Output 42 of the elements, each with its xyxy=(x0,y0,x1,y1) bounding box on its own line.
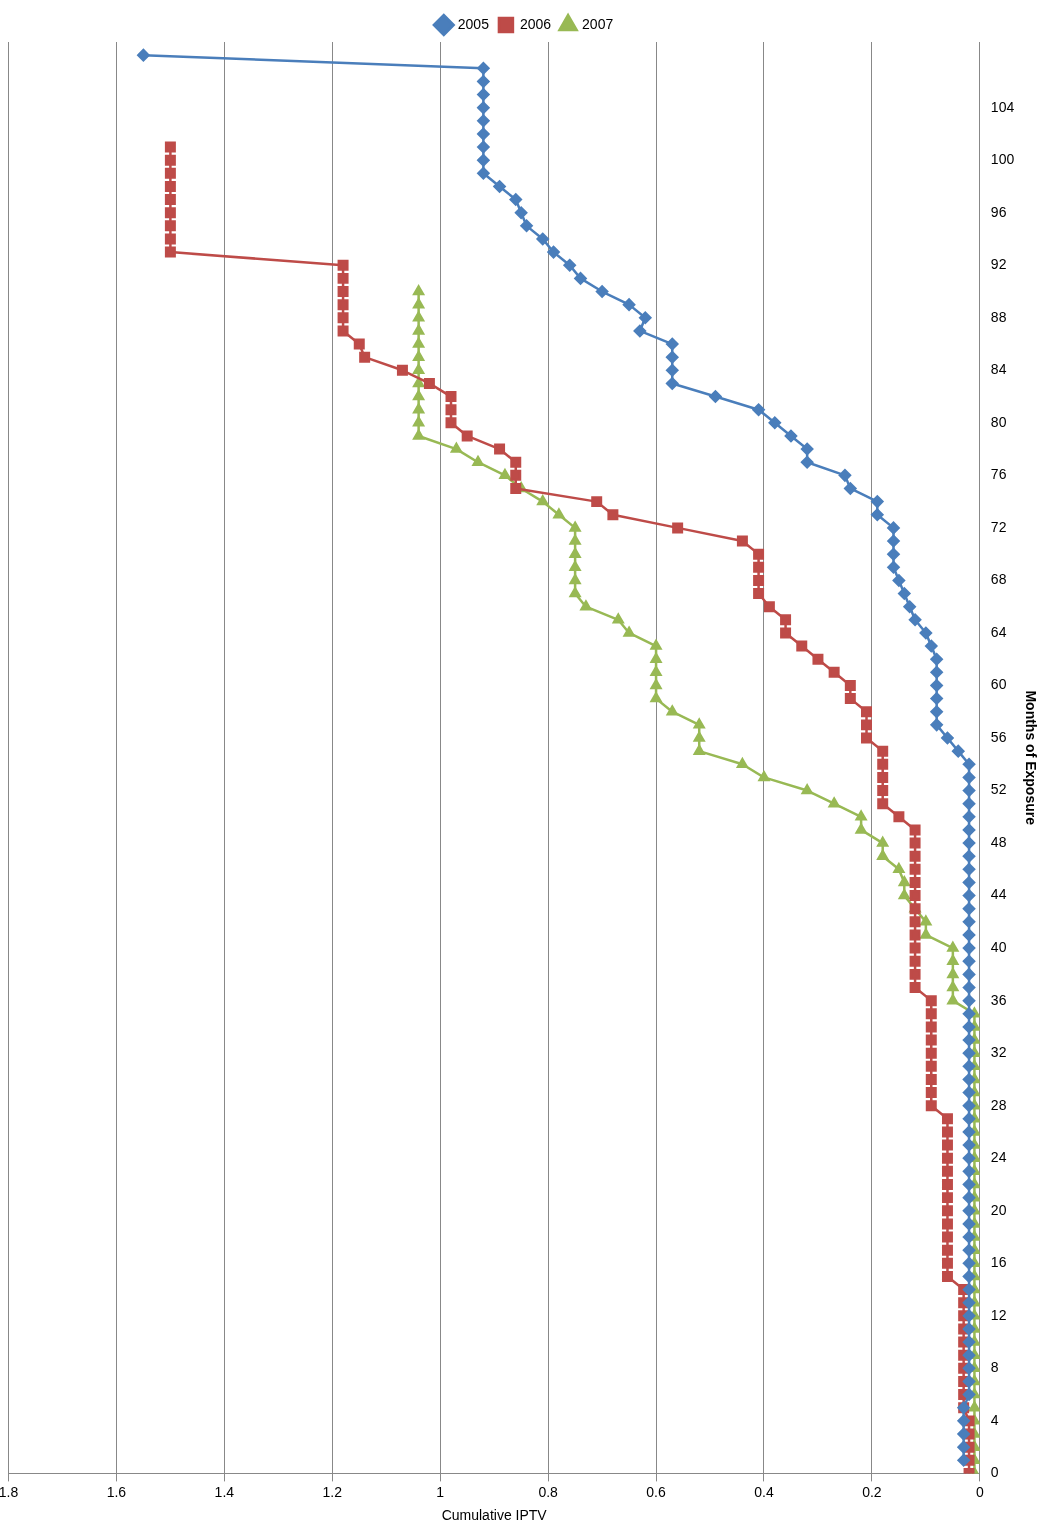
y-tick-label: 64 xyxy=(990,623,1007,640)
x-tick-label: 1.6 xyxy=(106,1483,127,1500)
y-tick-label: 56 xyxy=(990,728,1007,745)
y-tick-label: 76 xyxy=(990,466,1007,483)
y-tick-label: 8 xyxy=(990,1359,999,1376)
y-tick-label: 32 xyxy=(990,1044,1007,1061)
y-tick-label: 84 xyxy=(990,361,1007,378)
y-tick-label: 100 xyxy=(990,151,1015,168)
legend-label: 2005 xyxy=(457,15,490,32)
y-tick-label: 44 xyxy=(990,886,1007,903)
y-tick-label: 60 xyxy=(990,676,1007,693)
y-tick-label: 4 xyxy=(990,1411,999,1428)
y-tick-label: 88 xyxy=(990,308,1007,325)
y-tick-label: 36 xyxy=(990,991,1007,1008)
y-tick-label: 12 xyxy=(990,1306,1007,1323)
y-tick-label: 48 xyxy=(990,833,1007,850)
x-tick-label: 1.4 xyxy=(214,1483,235,1500)
x-tick-label: 0.4 xyxy=(754,1483,774,1500)
x-tick-label: 0 xyxy=(975,1483,984,1500)
y-tick-label: 20 xyxy=(990,1201,1007,1218)
y-axis-title: Months of Exposure xyxy=(1022,690,1039,826)
y-tick-label: 24 xyxy=(990,1149,1007,1166)
x-tick-label: 1.8 xyxy=(0,1483,19,1500)
legend-label: 2007 xyxy=(582,15,614,32)
legend-label: 2006 xyxy=(519,15,552,32)
x-tick-label: 0.8 xyxy=(538,1483,559,1500)
y-tick-label: 40 xyxy=(990,938,1007,955)
y-tick-label: 96 xyxy=(990,203,1007,220)
y-tick-label: 16 xyxy=(990,1254,1007,1271)
y-tick-label: 80 xyxy=(990,413,1007,430)
y-tick-label: 72 xyxy=(990,518,1007,535)
x-tick-label: 0.2 xyxy=(862,1483,882,1500)
y-tick-label: 68 xyxy=(990,571,1007,588)
y-tick-label: 0 xyxy=(990,1464,999,1481)
x-axis-title: Cumulative IPTV xyxy=(441,1507,548,1524)
y-tick-label: 52 xyxy=(990,781,1007,798)
y-tick-label: 28 xyxy=(990,1096,1007,1113)
y-tick-label: 92 xyxy=(990,256,1007,273)
x-tick-label: 1 xyxy=(436,1483,445,1500)
x-tick-label: 1.2 xyxy=(322,1483,343,1500)
y-tick-label: 104 xyxy=(990,98,1015,115)
x-tick-label: 0.6 xyxy=(646,1483,666,1500)
